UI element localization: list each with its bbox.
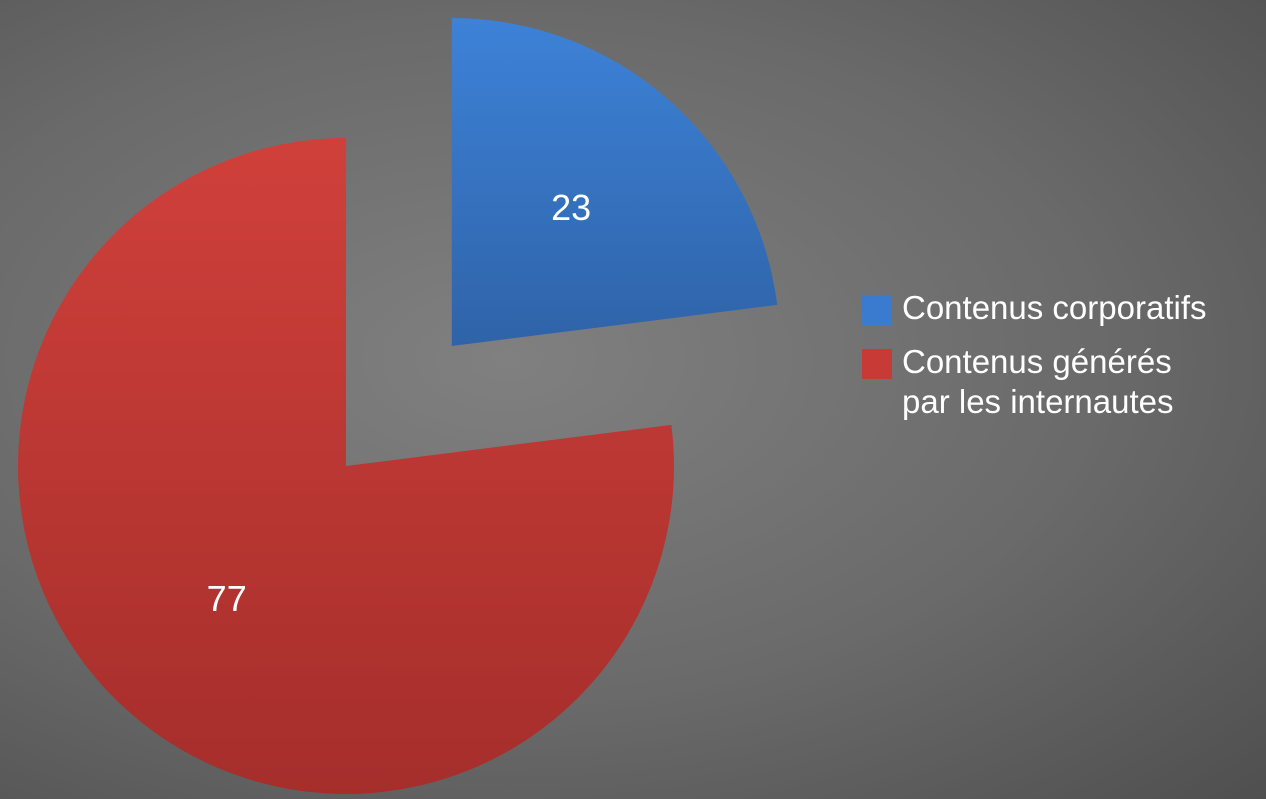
value-label: 23 — [551, 187, 591, 228]
pie-slice — [451, 17, 778, 346]
legend-swatch — [862, 349, 892, 379]
legend-swatch — [862, 295, 892, 325]
value-label: 77 — [207, 578, 247, 619]
legend-item: Contenus corporatifs — [862, 288, 1262, 328]
legend-label: Contenus générés par les internautes — [902, 343, 1174, 420]
legend: Contenus corporatifs Contenus générés par… — [862, 288, 1262, 436]
legend-label: Contenus corporatifs — [902, 289, 1207, 326]
legend-item: Contenus générés par les internautes — [862, 342, 1262, 422]
pie-slice — [18, 138, 675, 794]
